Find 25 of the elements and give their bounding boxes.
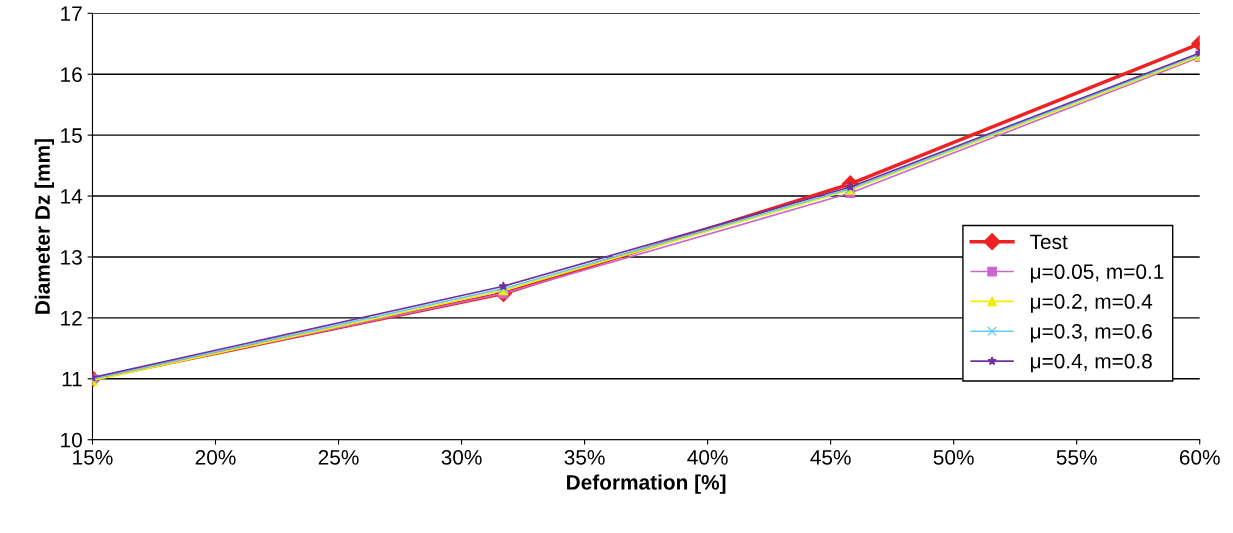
y-tick-label: 15 [61, 128, 82, 143]
legend-label: μ=0.05, m=0.1 [1030, 264, 1164, 283]
y-tick-label: 14 [61, 189, 83, 204]
x-tick-label: 50% [933, 450, 974, 465]
legend-label: μ=0.4, m=0.8 [1030, 353, 1152, 373]
y-tick-label: 10 [61, 432, 82, 448]
x-axis-title: Deformation [%] [567, 474, 726, 494]
x-tick-label: 30% [441, 450, 482, 465]
x-tick-label: 45% [810, 450, 851, 465]
y-axis-title: Diameter Dz [mm] [34, 139, 55, 314]
x-tick-label: 20% [195, 450, 236, 465]
x-tick-label: 60% [1179, 450, 1220, 465]
y-tick-label: 16 [61, 67, 82, 82]
x-tick-label: 25% [318, 450, 359, 465]
legend-label: μ=0.3, m=0.6 [1030, 323, 1152, 343]
x-tick-label: 40% [687, 450, 728, 465]
legend-label: μ=0.2, m=0.4 [1030, 294, 1153, 313]
y-tick-label: 12 [61, 310, 82, 326]
x-tick-label: 15% [73, 450, 113, 465]
x-tick-label: 35% [564, 450, 605, 465]
y-tick-label: 13 [61, 249, 82, 265]
legend-label: Test [1030, 234, 1068, 250]
y-tick-label: 11 [62, 372, 82, 387]
y-tick-label: 17 [61, 6, 82, 21]
x-tick-label: 55% [1056, 450, 1097, 465]
